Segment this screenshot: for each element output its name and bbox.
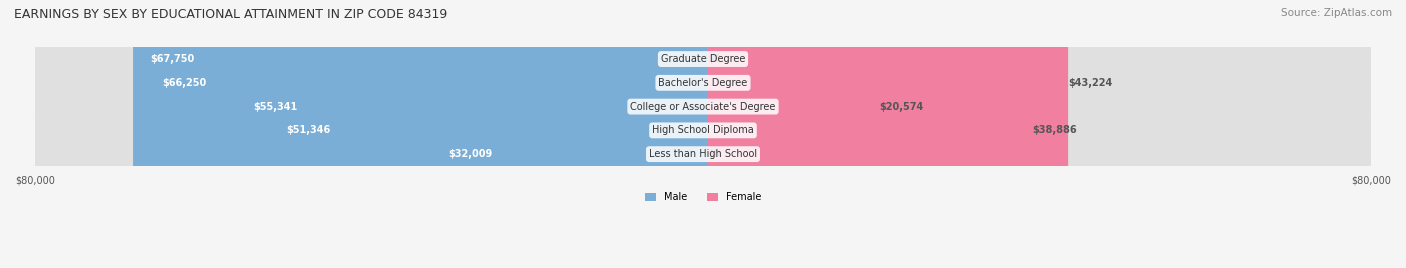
Text: Graduate Degree: Graduate Degree: [661, 54, 745, 64]
Text: $0: $0: [707, 149, 721, 159]
Text: $43,224: $43,224: [1069, 78, 1112, 88]
Text: College or Associate's Degree: College or Associate's Degree: [630, 102, 776, 111]
FancyBboxPatch shape: [432, 0, 707, 268]
FancyBboxPatch shape: [699, 0, 1069, 268]
FancyBboxPatch shape: [35, 95, 1371, 119]
Text: Source: ZipAtlas.com: Source: ZipAtlas.com: [1281, 8, 1392, 18]
FancyBboxPatch shape: [270, 0, 707, 268]
FancyBboxPatch shape: [699, 0, 879, 268]
FancyBboxPatch shape: [35, 142, 1371, 166]
Text: EARNINGS BY SEX BY EDUCATIONAL ATTAINMENT IN ZIP CODE 84319: EARNINGS BY SEX BY EDUCATIONAL ATTAINMEN…: [14, 8, 447, 21]
Legend: Male, Female: Male, Female: [641, 189, 765, 206]
Text: $32,009: $32,009: [449, 149, 492, 159]
Text: $38,886: $38,886: [1032, 125, 1077, 135]
FancyBboxPatch shape: [134, 0, 707, 268]
Text: $51,346: $51,346: [287, 125, 330, 135]
Text: Less than High School: Less than High School: [650, 149, 756, 159]
Text: High School Diploma: High School Diploma: [652, 125, 754, 135]
Text: $0: $0: [707, 54, 721, 64]
Text: $20,574: $20,574: [879, 102, 924, 111]
Text: $67,750: $67,750: [150, 54, 194, 64]
Text: $55,341: $55,341: [253, 102, 298, 111]
FancyBboxPatch shape: [236, 0, 707, 268]
FancyBboxPatch shape: [146, 0, 707, 268]
FancyBboxPatch shape: [35, 47, 1371, 71]
FancyBboxPatch shape: [35, 71, 1371, 95]
FancyBboxPatch shape: [699, 0, 1032, 268]
Text: $66,250: $66,250: [162, 78, 207, 88]
FancyBboxPatch shape: [35, 118, 1371, 143]
Text: Bachelor's Degree: Bachelor's Degree: [658, 78, 748, 88]
